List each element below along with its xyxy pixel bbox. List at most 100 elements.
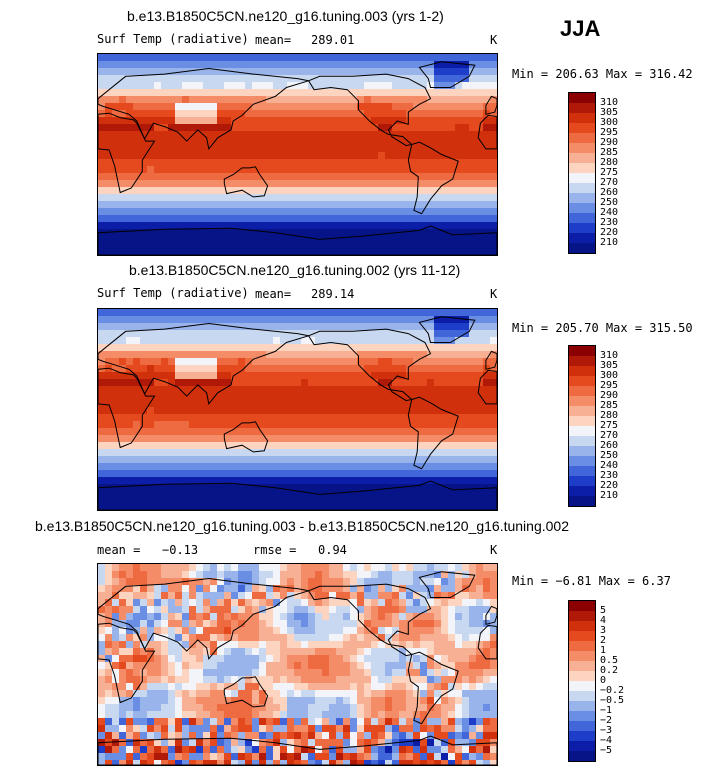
colorbar-label: 2 bbox=[600, 635, 607, 646]
colorbar-swatch bbox=[569, 113, 595, 123]
colorbar-label: 4 bbox=[600, 615, 607, 626]
colorbar-swatch bbox=[569, 203, 595, 213]
panel-2-mean-value: 289.14 bbox=[311, 287, 355, 301]
panel-3-minmax: Min = −6.81 Max = 6.37 bbox=[512, 574, 671, 588]
coastline bbox=[477, 624, 497, 660]
coastline bbox=[418, 571, 476, 598]
colorbar-swatch bbox=[569, 123, 595, 133]
colorbar-swatch bbox=[569, 243, 595, 253]
coastline bbox=[418, 61, 476, 88]
colorbar-label: 295 bbox=[600, 380, 619, 391]
panel-2-variable: Surf Temp (radiative) bbox=[97, 286, 249, 300]
coastline bbox=[407, 396, 459, 470]
coastline bbox=[98, 577, 309, 661]
colorbar-swatch bbox=[569, 436, 595, 446]
coastline bbox=[407, 651, 459, 725]
colorbar-label: 240 bbox=[600, 460, 619, 471]
colorbar-label: 275 bbox=[600, 167, 619, 178]
panel-1-minmax: Min = 206.63 Max = 316.42 bbox=[512, 67, 693, 81]
colorbar-swatch bbox=[569, 446, 595, 456]
coastline bbox=[418, 316, 476, 343]
panel-2-map bbox=[97, 308, 498, 511]
colorbar-swatch bbox=[569, 486, 595, 496]
colorbar-swatch bbox=[569, 173, 595, 183]
coastline bbox=[223, 166, 269, 198]
coastline bbox=[307, 73, 432, 147]
colorbar-swatch bbox=[569, 751, 595, 761]
panel-2-field bbox=[98, 309, 497, 510]
colorbar-swatch bbox=[569, 691, 595, 701]
colorbar-swatch bbox=[569, 466, 595, 476]
colorbar-label: 5 bbox=[600, 605, 607, 616]
colorbar-swatch bbox=[569, 223, 595, 233]
colorbar-label: 220 bbox=[600, 227, 619, 238]
season-label: JJA bbox=[560, 16, 601, 41]
colorbar-swatch bbox=[569, 416, 595, 426]
colorbar-label: 1 bbox=[600, 645, 607, 656]
coastline bbox=[98, 112, 156, 194]
colorbar-label: 230 bbox=[600, 470, 619, 481]
panel-3-rmse-label: rmse = bbox=[253, 543, 297, 557]
colorbar-label: 250 bbox=[600, 197, 619, 208]
colorbar-label: −1 bbox=[600, 705, 613, 716]
colorbar-swatch bbox=[569, 193, 595, 203]
colorbar-label: 275 bbox=[600, 420, 619, 431]
colorbar-label: 300 bbox=[600, 370, 619, 381]
colorbar-swatch bbox=[569, 731, 595, 741]
colorbar-swatch bbox=[569, 456, 595, 466]
colorbar-swatch bbox=[569, 701, 595, 711]
colorbar-swatches bbox=[568, 345, 596, 507]
colorbar-label: 250 bbox=[600, 450, 619, 461]
colorbar-swatch bbox=[569, 396, 595, 406]
coastline bbox=[307, 328, 432, 402]
panel-3-map bbox=[97, 563, 498, 766]
colorbar-label: 270 bbox=[600, 430, 619, 441]
coastline bbox=[98, 225, 497, 255]
colorbar-swatch bbox=[569, 366, 595, 376]
colorbar-swatch bbox=[569, 426, 595, 436]
panel-3-title: b.e13.B1850C5CN.ne120_g16.tuning.003 - b… bbox=[35, 518, 569, 534]
colorbar-label: 240 bbox=[600, 207, 619, 218]
coastline bbox=[223, 421, 269, 453]
coastline bbox=[98, 622, 156, 704]
colorbar-label: −0.5 bbox=[600, 695, 625, 706]
panel-1-variable: Surf Temp (radiative) bbox=[97, 32, 249, 46]
coastline bbox=[223, 676, 269, 708]
coastline bbox=[477, 369, 497, 405]
colorbar-label: 305 bbox=[600, 360, 619, 371]
colorbar-label: 260 bbox=[600, 440, 619, 451]
panel-2-title: b.e13.B1850C5CN.ne120_g16.tuning.002 (yr… bbox=[129, 262, 461, 278]
colorbar-swatch bbox=[569, 346, 595, 356]
panel-1-title: b.e13.B1850C5CN.ne120_g16.tuning.003 (yr… bbox=[127, 8, 444, 24]
panel-3-field bbox=[98, 564, 497, 765]
panel-1-mean-value: 289.01 bbox=[311, 33, 355, 47]
coastline bbox=[485, 350, 497, 370]
colorbar-label: 305 bbox=[600, 107, 619, 118]
colorbar-label: 230 bbox=[600, 217, 619, 228]
colorbar-swatch bbox=[569, 496, 595, 506]
colorbar-label: −5 bbox=[600, 745, 613, 756]
coastline bbox=[477, 114, 497, 150]
coastline bbox=[98, 367, 156, 449]
colorbar-swatch bbox=[569, 621, 595, 631]
colorbar-swatch bbox=[569, 651, 595, 661]
panel-3-mean-label: mean = bbox=[97, 543, 141, 557]
colorbar-swatch bbox=[569, 601, 595, 611]
coastline bbox=[407, 141, 459, 215]
panel-3-mean-value: −0.13 bbox=[162, 543, 199, 557]
panel-1-map bbox=[97, 53, 498, 256]
colorbar-swatch bbox=[569, 641, 595, 651]
colorbar-swatch bbox=[569, 406, 595, 416]
colorbar-label: 310 bbox=[600, 97, 619, 108]
colorbar-swatch bbox=[569, 681, 595, 691]
colorbar-label: 0 bbox=[600, 675, 607, 686]
colorbar-swatch bbox=[569, 721, 595, 731]
colorbar-label: −0.2 bbox=[600, 685, 625, 696]
colorbar-label: 310 bbox=[600, 350, 619, 361]
colorbar-swatch bbox=[569, 476, 595, 486]
colorbar-swatch bbox=[569, 93, 595, 103]
coastline bbox=[98, 67, 309, 151]
colorbar-label: −4 bbox=[600, 735, 613, 746]
colorbar-swatch bbox=[569, 153, 595, 163]
panel-3-units: K bbox=[490, 543, 498, 557]
